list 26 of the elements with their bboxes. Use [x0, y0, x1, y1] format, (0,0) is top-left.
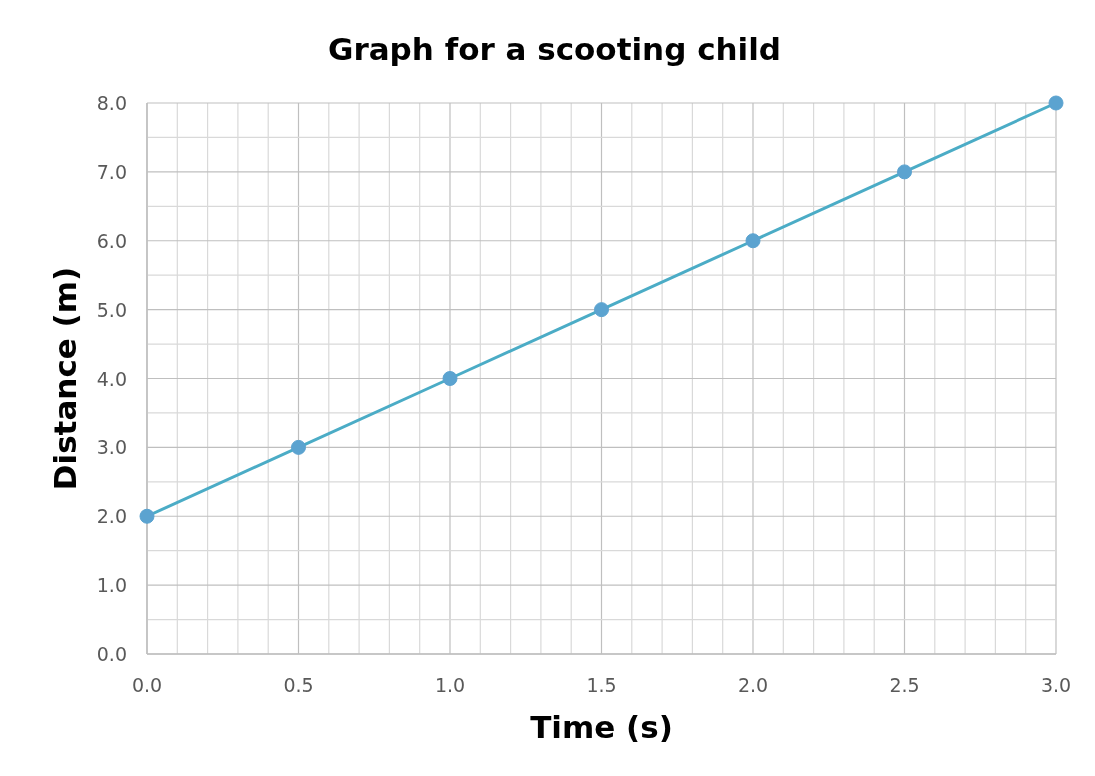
- point: [745, 233, 761, 249]
- y-tick-label: 6.0: [96, 229, 127, 252]
- point: [1048, 95, 1064, 111]
- point: [897, 164, 912, 180]
- y-tick-label: 0.0: [96, 643, 127, 665]
- point: [139, 508, 155, 524]
- x-tick-label: 0.0: [131, 674, 163, 696]
- point: [442, 371, 458, 386]
- x-tick-label: 3.0: [1040, 674, 1072, 696]
- y-tick-label: 8.0: [96, 92, 127, 114]
- y-tick-label: 5.0: [96, 298, 127, 321]
- y-tick-label: 4.0: [96, 367, 127, 390]
- point: [594, 302, 609, 318]
- y-tick-label: 3.0: [96, 436, 127, 459]
- x-axis-title: Time (s): [530, 709, 673, 745]
- y-axis-title: Distance (m): [47, 266, 83, 491]
- x-tick-label: 2.0: [737, 674, 769, 696]
- y-tick-label: 2.0: [96, 505, 127, 528]
- y-tick-label: 7.0: [96, 160, 127, 183]
- x-tick-label: 1.5: [586, 674, 617, 696]
- chart-title: Graph for a scooting child: [327, 31, 782, 67]
- x-tick-label: 2.5: [889, 674, 920, 696]
- x-tick-label: 0.5: [283, 674, 314, 696]
- x-tick-label: 1.0: [434, 674, 466, 696]
- y-tick-label: 1.0: [96, 574, 127, 597]
- point: [291, 439, 306, 455]
